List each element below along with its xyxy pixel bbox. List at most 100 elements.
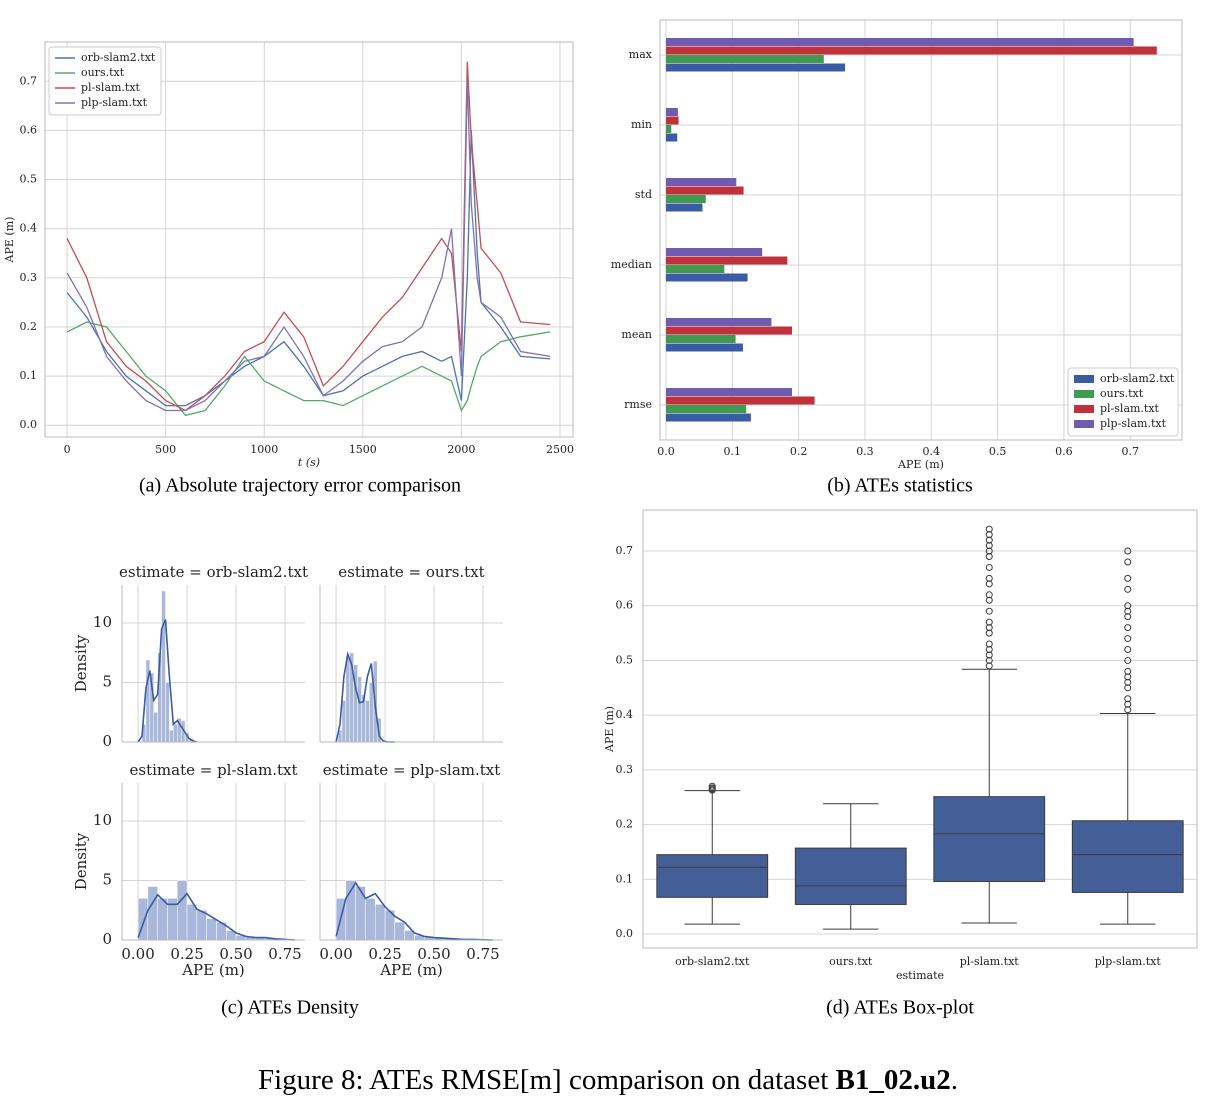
outlier — [985, 525, 993, 533]
outlier — [985, 651, 993, 659]
legend-swatch — [1074, 375, 1094, 383]
y-tick-label: 0.6 — [20, 123, 38, 136]
x-tick-label: 0.1 — [724, 445, 742, 458]
hist-bar — [394, 921, 405, 941]
outlier — [1124, 678, 1132, 686]
legend-swatch — [1074, 390, 1094, 398]
axes-frame — [659, 19, 1183, 441]
outlier — [985, 536, 993, 544]
bar — [665, 195, 706, 203]
bar — [665, 186, 744, 195]
y-tick-label: 10 — [93, 811, 112, 829]
axes-frame — [642, 509, 1198, 949]
outlier — [1124, 607, 1132, 615]
chart: 0.0 0.1 0.2 0.3 0.4 0.5 0.6 0.7 max min std median m… — [611, 19, 1183, 497]
x-tick-label: 2000 — [447, 443, 475, 456]
y-tick-label: 0.5 — [616, 653, 634, 666]
outlier — [985, 596, 993, 604]
y-tick-label: 0.7 — [616, 544, 634, 557]
hist-bar — [153, 712, 158, 743]
legend-box — [1067, 367, 1179, 437]
outlier — [1124, 635, 1132, 643]
chart: 0.0 0.1 0.2 0.3 0.4 0.5 0.6 0.7 orb-slam2.txt our… — [603, 509, 1198, 1019]
bar — [665, 46, 1157, 55]
x-tick-label: pl-slam.txt — [960, 955, 1020, 968]
y-tick-label: rmse — [624, 398, 652, 411]
legend-label: pl-slam.txt — [81, 81, 141, 94]
bar — [665, 388, 792, 396]
hist-bar — [369, 682, 374, 743]
x-tick-label: orb-slam2.txt — [675, 955, 750, 968]
hist-bar — [375, 904, 386, 941]
y-tick-label: 5 — [102, 871, 112, 889]
outlier — [1124, 613, 1132, 621]
outlier — [1124, 673, 1132, 681]
legend-swatch — [1074, 420, 1094, 428]
outlier — [985, 563, 993, 571]
outlier — [985, 646, 993, 654]
hist-bar — [355, 886, 366, 941]
x-tick-label: 0.50 — [417, 945, 450, 963]
box — [1071, 820, 1184, 893]
outlier — [985, 553, 993, 561]
x-axis-label: estimate — [896, 969, 944, 982]
facet-title: estimate = pl-slam.txt — [130, 761, 298, 779]
y-tick-label: 5 — [102, 673, 112, 691]
x-tick-label: 2500 — [546, 443, 574, 456]
bar — [665, 133, 678, 142]
x-tick-label: 0.25 — [170, 945, 203, 963]
outlier — [1124, 684, 1132, 692]
x-axis-label: APE (m) — [181, 961, 245, 979]
y-tick-label: mean — [621, 328, 652, 341]
hist-bar — [157, 898, 168, 941]
y-tick-label: 0.5 — [20, 173, 38, 186]
chart: 0 5 10 estimate = orb-slam2.txt Density estim… — [72, 563, 503, 1019]
y-tick-label: min — [631, 118, 652, 131]
outlier — [985, 574, 993, 582]
y-tick-label: max — [629, 48, 653, 61]
x-tick-label: 0.75 — [268, 945, 301, 963]
outlier — [985, 591, 993, 599]
hist-bar — [341, 700, 347, 743]
y-tick-label: 0.3 — [20, 271, 38, 284]
x-tick-label: 1000 — [250, 443, 278, 456]
x-tick-label: 0.2 — [790, 445, 808, 458]
outlier — [985, 618, 993, 626]
bar — [665, 318, 772, 326]
legend-label: plp-slam.txt — [81, 96, 148, 109]
hist-bar — [365, 700, 370, 743]
y-tick-label: 0.7 — [20, 74, 38, 87]
outlier — [1124, 646, 1132, 654]
series-line — [66, 81, 551, 412]
y-tick-label: 0.0 — [20, 418, 38, 431]
x-tick-label: 0.0 — [657, 445, 675, 458]
x-tick-label: 0.6 — [1055, 445, 1073, 458]
bar — [665, 413, 751, 422]
kde-line — [335, 881, 493, 941]
y-tick-label: 0.1 — [20, 369, 38, 382]
x-tick-label: 0.00 — [319, 945, 352, 963]
hist-bar — [173, 723, 178, 743]
outlier — [985, 547, 993, 555]
x-axis-label: t (s) — [298, 456, 320, 469]
caption-prefix: Figure 8: ATEs RMSE[m] comparison on dat… — [258, 1064, 836, 1096]
series-line — [66, 321, 551, 417]
chart: 0 500 1000 1500 2000 2500 0.0 0.1 0.2 0.3 0.4 0.5 0.… — [3, 41, 574, 497]
x-tick-label: 1500 — [349, 443, 377, 456]
hist-bar — [186, 904, 198, 941]
legend-label: plp-slam.txt — [1100, 417, 1167, 430]
bar — [665, 396, 815, 405]
bar — [665, 116, 679, 125]
y-axis-label: Density — [72, 832, 90, 890]
caption-bold: B1_02.u2 — [836, 1064, 951, 1096]
hist-bar — [165, 682, 170, 743]
outlier — [1124, 547, 1132, 555]
series-line — [66, 130, 551, 407]
x-axis-label: APE (m) — [379, 961, 443, 979]
bar — [665, 343, 743, 352]
y-tick-label: 0.6 — [616, 599, 634, 612]
kde-line — [335, 650, 395, 743]
hist-bar — [169, 729, 174, 743]
y-axis-label: Density — [72, 634, 90, 692]
x-tick-label: 0.7 — [1122, 445, 1140, 458]
